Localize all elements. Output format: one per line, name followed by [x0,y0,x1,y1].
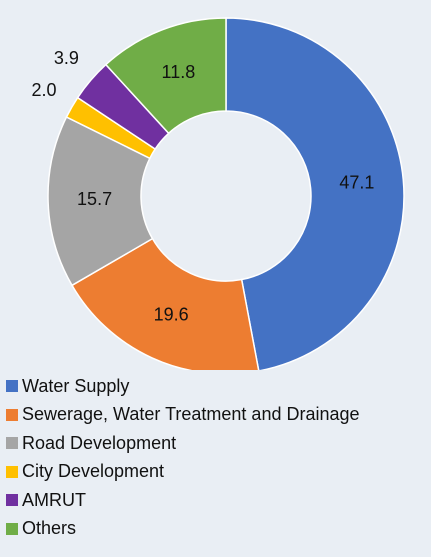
legend-label: Others [22,518,77,539]
legend-swatch [6,465,18,478]
legend-swatch [6,522,18,535]
chart: 47.1 19.6 15.7 2.0 3.9 11.8 [32,17,405,370]
legend-label: Road Development [22,432,177,453]
data-label: 15.7 [77,189,112,209]
legend-label: Sewerage, Water Treatment and Drainage [22,404,360,425]
legend: Water Supply Sewerage, Water Treatment an… [6,372,360,543]
data-label: 11.8 [162,62,196,82]
legend-item: Others [6,515,360,544]
legend-item: Road Development [6,429,360,458]
slice [225,17,405,370]
legend-swatch [6,380,18,393]
legend-swatch [6,494,18,507]
legend-label: AMRUT [22,489,86,510]
data-label: 19.6 [154,304,189,324]
legend-swatch [6,437,18,450]
legend-item: AMRUT [6,486,360,515]
legend-item: Sewerage, Water Treatment and Drainage [6,401,360,430]
slice [71,237,260,370]
legend-label: City Development [22,461,165,482]
legend-item: City Development [6,458,360,487]
legend-item: Water Supply [6,372,360,401]
data-label: 47.1 [339,173,374,193]
slice [47,116,154,287]
data-label: 2.0 [32,80,57,100]
legend-swatch [6,408,18,421]
slice [104,17,227,135]
data-label: 3.9 [54,48,79,68]
legend-label: Water Supply [22,375,130,396]
